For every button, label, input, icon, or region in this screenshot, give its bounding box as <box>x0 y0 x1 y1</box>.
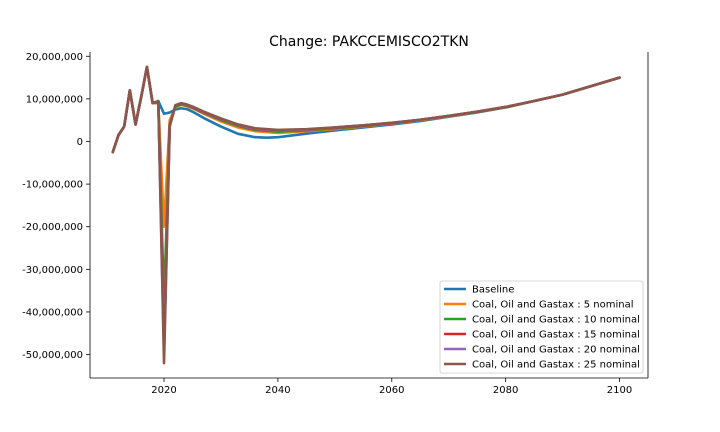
series-layer <box>111 65 621 365</box>
x-tick-label: 2020 <box>151 385 176 396</box>
y-tick-label: -10,000,000 <box>22 180 83 191</box>
x-tick-label: 2080 <box>493 385 518 396</box>
legend-label-2: Coal, Oil and Gastax : 5 nominal <box>472 300 634 311</box>
legend-items: Baseline Coal, Oil and Gastax : 5 nominal… <box>444 285 640 371</box>
legend-box <box>439 280 644 374</box>
y-tick-label: 20,000,000 <box>26 52 83 63</box>
y-ticks: 20,000,000 10,000,000 0 -10,000,000 -20,000,… <box>22 52 90 361</box>
legend-label-4: Coal, Oil and Gastax : 15 nominal <box>472 330 640 341</box>
y-tick-label: -50,000,000 <box>22 350 83 361</box>
y-tick-label: 10,000,000 <box>26 94 83 105</box>
y-tick-label: -40,000,000 <box>22 307 83 318</box>
y-tick-label: 0 <box>77 137 83 148</box>
series-line-6 <box>111 65 621 365</box>
x-tick-label: 2100 <box>607 385 632 396</box>
legend: Baseline Coal, Oil and Gastax : 5 nominal… <box>439 280 644 374</box>
y-tick-label: -30,000,000 <box>22 265 83 276</box>
y-tick-label: -20,000,000 <box>22 222 83 233</box>
chart-title: Change: PAKCCEMISCO2TKN <box>269 34 469 50</box>
axes-layer <box>89 52 649 379</box>
legend-label-6: Coal, Oil and Gastax : 25 nominal <box>472 360 640 371</box>
x-tick-label: 2060 <box>379 385 404 396</box>
legend-label-3: Coal, Oil and Gastax : 10 nominal <box>472 315 640 326</box>
x-tick-label: 2040 <box>265 385 290 396</box>
x-ticks: 2020 2040 2060 2080 2100 <box>151 378 632 396</box>
legend-label-5: Coal, Oil and Gastax : 20 nominal <box>472 345 640 356</box>
legend-label-1: Baseline <box>472 285 514 296</box>
